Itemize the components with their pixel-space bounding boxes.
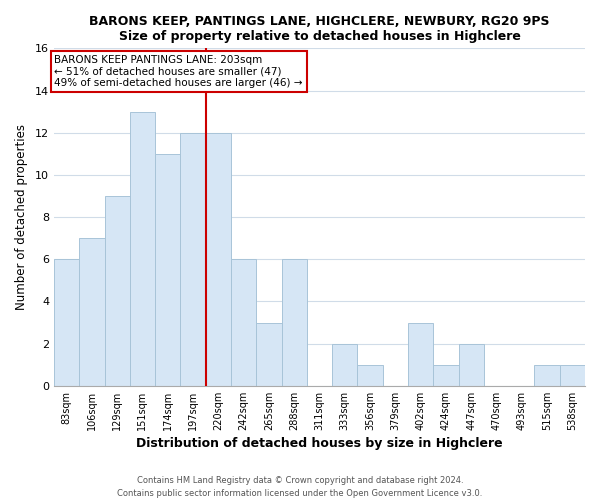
Bar — [104, 196, 130, 386]
Title: BARONS KEEP, PANTINGS LANE, HIGHCLERE, NEWBURY, RG20 9PS
Size of property relati: BARONS KEEP, PANTINGS LANE, HIGHCLERE, N… — [89, 15, 550, 43]
Bar — [79, 238, 104, 386]
Text: BARONS KEEP PANTINGS LANE: 203sqm
← 51% of detached houses are smaller (47)
49% : BARONS KEEP PANTINGS LANE: 203sqm ← 51% … — [55, 54, 303, 88]
Bar — [458, 344, 484, 386]
Bar — [206, 132, 231, 386]
Bar — [155, 154, 181, 386]
X-axis label: Distribution of detached houses by size in Highclere: Distribution of detached houses by size … — [136, 437, 503, 450]
Bar — [281, 260, 307, 386]
Bar — [560, 364, 585, 386]
Bar — [231, 260, 256, 386]
Bar — [256, 322, 281, 386]
Bar — [130, 112, 155, 386]
Bar — [433, 364, 458, 386]
Y-axis label: Number of detached properties: Number of detached properties — [15, 124, 28, 310]
Bar — [358, 364, 383, 386]
Bar — [181, 132, 206, 386]
Bar — [408, 322, 433, 386]
Bar — [332, 344, 358, 386]
Bar — [54, 260, 79, 386]
Text: Contains HM Land Registry data © Crown copyright and database right 2024.
Contai: Contains HM Land Registry data © Crown c… — [118, 476, 482, 498]
Bar — [535, 364, 560, 386]
